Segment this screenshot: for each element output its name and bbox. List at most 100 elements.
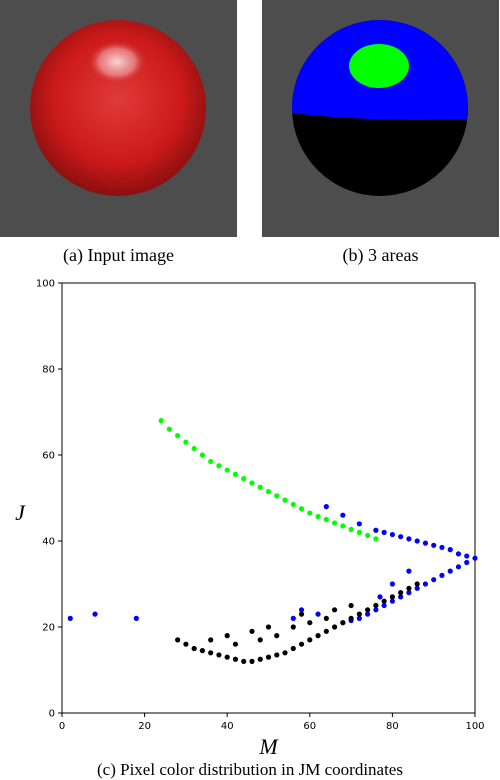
data-point	[389, 598, 395, 604]
data-point	[356, 615, 362, 621]
three-areas-panel	[262, 0, 499, 237]
data-point	[298, 611, 305, 617]
data-point	[298, 506, 305, 512]
data-point	[199, 648, 206, 654]
x-axis-label: M	[258, 734, 279, 759]
data-point	[377, 594, 383, 600]
data-point	[431, 577, 437, 583]
data-point	[331, 624, 338, 630]
caption-c: (c) Pixel color distribution in JM coord…	[97, 760, 403, 779]
data-point	[290, 645, 296, 652]
data-point	[257, 656, 263, 662]
data-point	[199, 452, 206, 458]
data-point	[298, 607, 305, 613]
caption-b: (b) 3 areas	[342, 245, 419, 265]
data-point	[241, 476, 247, 482]
data-point	[224, 467, 230, 473]
data-point	[232, 641, 239, 647]
data-point	[340, 620, 346, 626]
data-point	[257, 637, 263, 643]
data-point	[431, 542, 437, 548]
data-point	[216, 652, 222, 658]
data-point	[365, 607, 371, 613]
data-point	[191, 445, 197, 452]
data-point	[175, 433, 181, 439]
data-point	[422, 581, 429, 587]
segmented-sphere-image	[292, 20, 468, 196]
data-point	[257, 484, 263, 490]
data-point	[265, 488, 272, 495]
data-point	[249, 480, 255, 486]
data-point	[340, 512, 346, 518]
data-point	[356, 529, 362, 535]
data-point	[208, 458, 214, 465]
y-axis-label: J	[15, 500, 26, 525]
data-point	[373, 602, 379, 609]
data-point	[274, 493, 280, 499]
data-point	[365, 611, 371, 617]
data-point	[265, 654, 272, 660]
data-point	[356, 521, 362, 527]
data-point	[398, 590, 404, 596]
data-point	[307, 510, 313, 516]
y-tick-label: 100	[36, 279, 55, 290]
data-point	[216, 463, 222, 469]
x-tick-label: 60	[303, 721, 316, 732]
data-point	[422, 540, 429, 546]
data-point	[315, 611, 321, 617]
data-point	[323, 516, 329, 523]
data-point	[290, 501, 296, 508]
data-point	[447, 547, 453, 553]
data-point	[323, 628, 329, 634]
data-point	[389, 594, 395, 600]
data-point	[67, 615, 73, 621]
data-point	[414, 538, 420, 544]
data-point	[381, 529, 387, 535]
x-tick-label: 0	[59, 721, 65, 732]
data-point	[133, 615, 139, 621]
data-point	[298, 641, 305, 647]
y-tick-label: 20	[42, 623, 55, 634]
data-point	[464, 559, 470, 566]
data-point	[224, 633, 230, 639]
y-tick-label: 60	[42, 451, 55, 462]
data-point	[241, 658, 247, 664]
data-point	[472, 555, 478, 561]
data-point	[208, 637, 214, 643]
data-point	[381, 598, 387, 604]
data-point	[373, 527, 379, 533]
data-point	[183, 439, 189, 445]
y-tick-label: 40	[42, 537, 55, 548]
data-point	[406, 536, 412, 542]
data-point	[365, 532, 371, 539]
data-point	[381, 602, 387, 609]
data-point	[398, 534, 404, 540]
data-point	[439, 572, 445, 578]
y-tick-label: 0	[49, 709, 55, 720]
data-point	[315, 513, 321, 520]
data-point	[455, 551, 462, 557]
x-tick-label: 40	[221, 721, 234, 732]
data-point	[191, 645, 197, 652]
data-point	[373, 607, 379, 613]
x-tick-label: 80	[386, 721, 399, 732]
data-point	[398, 594, 404, 600]
data-point	[323, 504, 329, 510]
data-point	[175, 637, 181, 643]
jm-scatter-plot: 0 20 40 60 80 100 0 20 40 60 80 100 M J	[15, 279, 484, 760]
data-point	[208, 650, 214, 656]
data-point	[282, 650, 288, 656]
data-point	[315, 633, 321, 639]
data-point	[331, 607, 338, 613]
data-point	[348, 602, 354, 609]
x-tick-label: 100	[465, 721, 484, 732]
data-point	[406, 590, 412, 596]
data-point	[406, 568, 412, 574]
data-point	[340, 523, 346, 529]
data-point	[323, 615, 329, 621]
data-point	[331, 520, 338, 526]
data-point	[414, 585, 420, 591]
data-point	[166, 426, 172, 432]
data-point	[464, 553, 470, 559]
data-point	[290, 615, 296, 621]
